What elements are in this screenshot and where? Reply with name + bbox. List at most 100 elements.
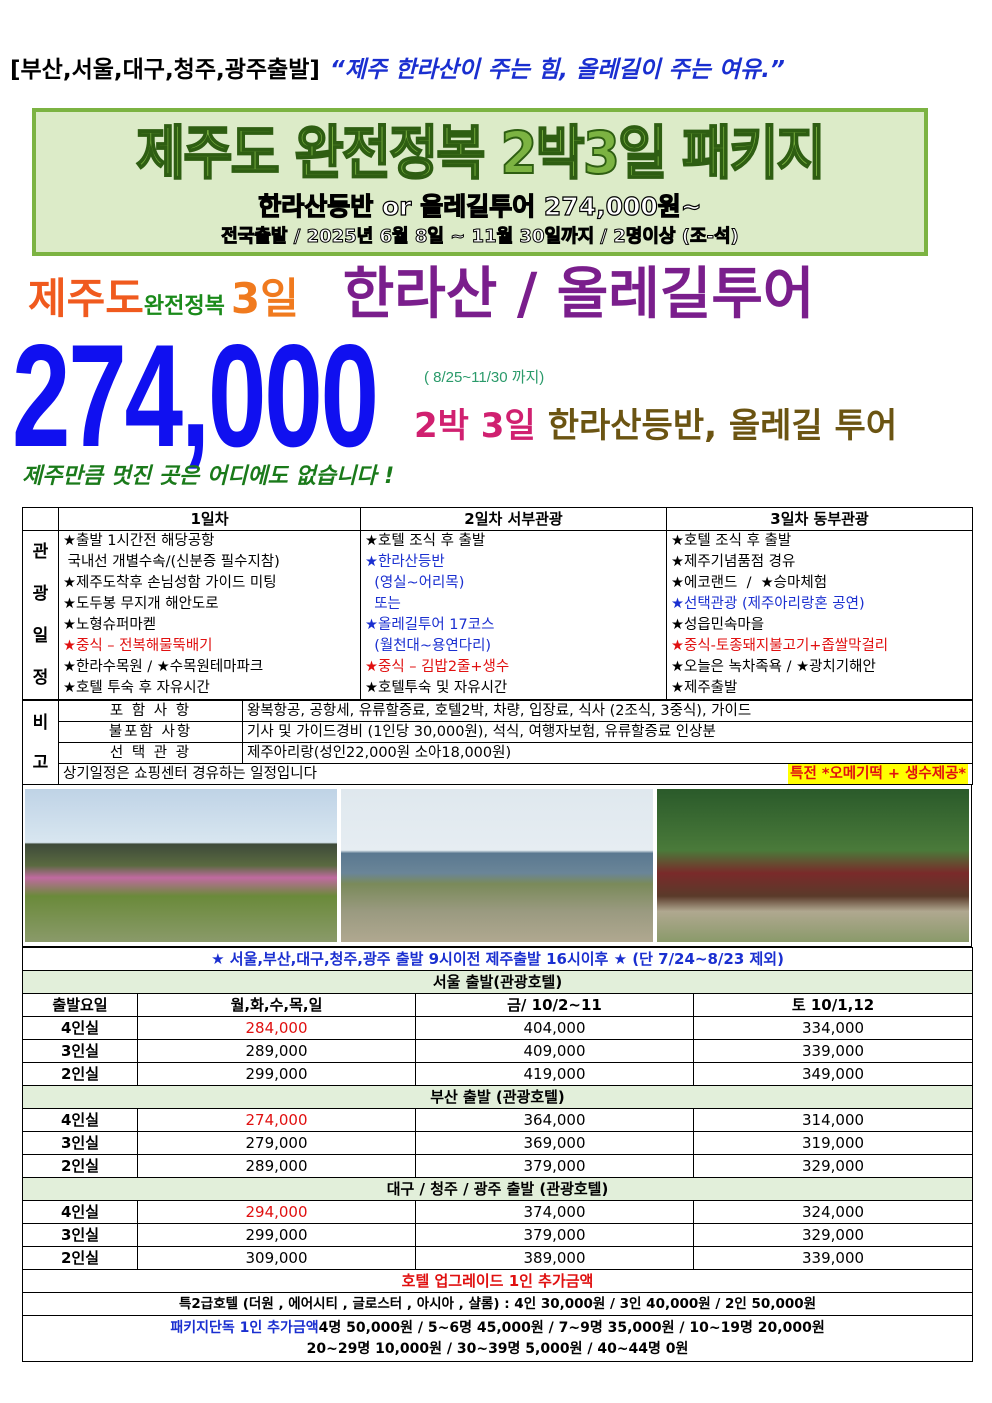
price-cell: 274,000 — [137, 1108, 416, 1132]
price-cell: 299,000 — [137, 1223, 416, 1247]
price-cell: 369,000 — [415, 1131, 694, 1155]
price-cell: 329,000 — [692, 1223, 974, 1247]
slogan: 제주만큼 멋진 곳은 어디에도 없습니다 ! — [22, 464, 395, 489]
price-cell: 339,000 — [692, 1246, 974, 1270]
price-cell: 309,000 — [137, 1246, 416, 1270]
itinerary-item: ★호텔 조식 후 출발 — [365, 533, 486, 549]
price-cell: 374,000 — [415, 1200, 694, 1224]
banner: 제주도 완전정복 2박3일 패키지 한라산등반 or 올레길투어 274,000… — [32, 108, 928, 256]
room-type: 4인실 — [22, 1016, 138, 1040]
itinerary-item: ★호텔 조식 후 출발 — [671, 533, 792, 549]
itinerary-item: ★도두봉 무지개 해안도로 — [63, 596, 219, 612]
price-cell: 349,000 — [692, 1062, 974, 1086]
itinerary-item: ★올레길투어 17코스 — [365, 617, 495, 633]
upgrade-title: 호텔 업그레이드 1인 추가금액 — [21, 1269, 974, 1293]
itinerary-item: ★한라산등반 — [365, 554, 445, 570]
title-conquer: 완전정복 — [143, 294, 225, 319]
day-header: 2일차 서부관광 — [360, 507, 667, 531]
price-cell: 419,000 — [415, 1062, 694, 1086]
header: [부산,서울,대구,청주,광주출발] “제주 한라산이 주는 힘, 올레길이 주는… — [10, 50, 785, 84]
price-cell: 299,000 — [137, 1062, 416, 1086]
itinerary-item: ★오늘은 녹차족욕 / ★광치기해안 — [671, 659, 876, 675]
price-cell: 294,000 — [137, 1200, 416, 1224]
price-cell: 319,000 — [692, 1131, 974, 1155]
column-header: 토 10/1,12 — [692, 993, 974, 1017]
itinerary-item: ★중식 – 김밥2줄+생수 — [365, 659, 510, 675]
shopping-note-row: 상기일정은 쇼핑센터 경유하는 일정입니다 특전 *오메기떡 + 생수제공* — [58, 763, 973, 785]
price-table: ★ 서울,부산,대구,청주,광주 출발 9시이전 제주출발 16시이후 ★ (단… — [21, 947, 974, 1362]
room-type: 3인실 — [22, 1131, 138, 1155]
room-type: 2인실 — [22, 1062, 138, 1086]
remark-value: 제주아리랑(성인22,000원 소아18,000원) — [242, 742, 973, 764]
itinerary-item: ★제주기념품점 경유 — [671, 554, 796, 570]
group-title: 대구 / 청주 / 광주 출발 (관광호텔) — [21, 1177, 974, 1201]
room-type: 2인실 — [22, 1154, 138, 1178]
itinerary-item: 국내선 개별수속/(신분증 필수지참) — [63, 554, 280, 570]
title-tour: 한라산 / 올레길투어 — [342, 262, 815, 327]
price-cell: 389,000 — [415, 1246, 694, 1270]
departure-notice: ★ 서울,부산,대구,청주,광주 출발 9시이전 제주출발 16시이후 ★ (단… — [21, 947, 974, 971]
price-cell: 334,000 — [692, 1016, 974, 1040]
room-type: 4인실 — [22, 1200, 138, 1224]
column-header: 금/ 10/2~11 — [415, 993, 694, 1017]
group-title: 서울 출발(관광호텔) — [21, 970, 974, 994]
room-type: 2인실 — [22, 1246, 138, 1270]
itinerary-item: ★선택관광 (제주아리랑혼 공연) — [671, 596, 865, 612]
day-2: ★호텔 조식 후 출발 ★한라산등반 (영실~어리목) 또는 ★올레길투어 17코스… — [360, 530, 667, 700]
itinerary-item: ★성읍민속마을 — [671, 617, 765, 633]
price-cell: 379,000 — [415, 1154, 694, 1178]
room-type: 3인실 — [22, 1039, 138, 1063]
itinerary-item: ★중식 – 전복해물뚝배기 — [63, 638, 213, 654]
price-subtitle: 2박 3일 한라산등반, 올레길 투어 — [414, 404, 897, 448]
solo-line-2: 20~29명 10,000원 / 30~39명 5,000원 / 40~44명 … — [306, 1340, 689, 1357]
photo-strip — [22, 785, 972, 947]
day-header: 1일차 — [58, 507, 361, 531]
price-cell: 289,000 — [137, 1039, 416, 1063]
banner-subtitle: 한라산등반 or 올레길투어 274,000원~ — [258, 191, 703, 221]
price-cell: 409,000 — [415, 1039, 694, 1063]
column-header: 월,화,수,목,일 — [137, 993, 416, 1017]
quote: “제주 한라산이 주는 힘, 올레길이 주는 여유.” — [329, 57, 785, 83]
price-cell: 329,000 — [692, 1154, 974, 1178]
itinerary-item: ★제주출발 — [671, 680, 738, 696]
price-cell: 364,000 — [415, 1108, 694, 1132]
price-cell: 339,000 — [692, 1039, 974, 1063]
tour-desc: 한라산등반, 올레길 투어 — [547, 406, 898, 446]
itinerary-item: ★호텔 투숙 후 자유시간 — [63, 680, 210, 696]
price-cell: 404,000 — [415, 1016, 694, 1040]
upgrade-info: 특2급호텔 (더원 , 에어시티 , 글로스터 , 아시아 , 샬롬) : 4인… — [21, 1292, 974, 1316]
price-amount: 274,000 — [12, 314, 379, 477]
photo-seongsan — [25, 789, 337, 942]
itinerary-item: ★에코랜드 / ★승마체험 — [671, 575, 828, 591]
room-type: 4인실 — [22, 1108, 138, 1132]
remark-value: 왕복항공, 공항세, 유류할증료, 호텔2박, 차량, 입장료, 식사 (2조식… — [242, 700, 973, 722]
price-cell: 379,000 — [415, 1223, 694, 1247]
group-title: 부산 출발 (관광호텔) — [21, 1085, 974, 1109]
room-type: 3인실 — [22, 1223, 138, 1247]
title-jeju: 제주도 — [28, 274, 144, 323]
day-header: 3일차 동부관광 — [666, 507, 973, 531]
banner-title: 제주도 완전정복 2박3일 패키지 — [135, 118, 826, 188]
day-1: ★출발 1시간전 해당공항 국내선 개별수속/(신분증 필수지참) ★제주도착후 … — [58, 530, 361, 700]
banner-info: 전국출발 / 2025년 6월 8일 ~ 11월 30일까지 / 2명이상 (조… — [221, 226, 740, 248]
itinerary-item: (영실~어리목) — [365, 575, 465, 591]
price-period: ( 8/25~11/30 까지) — [424, 369, 545, 386]
itinerary-item: ★노형슈퍼마켇 — [63, 617, 157, 633]
remark-key: 불포함 사항 — [58, 721, 243, 743]
price-cell: 279,000 — [137, 1131, 416, 1155]
day-3: ★호텔 조식 후 출발 ★제주기념품점 경유 ★에코랜드 / ★승마체험 ★선택관광 … — [666, 530, 973, 700]
photo-ecoland-train — [657, 789, 969, 942]
nights: 2박 3일 — [414, 406, 536, 446]
itinerary-item: ★중식-토종돼지불고기+좁쌀막걸리 — [671, 638, 889, 654]
shopping-note: 상기일정은 쇼핑센터 경유하는 일정입니다 — [63, 766, 317, 782]
price-cell: 289,000 — [137, 1154, 416, 1178]
special-offer: 특전 *오메기떡 + 생수제공* — [788, 764, 968, 784]
itinerary-item: ★호텔투숙 및 자유시간 — [365, 680, 508, 696]
page-title: 제주도완전정복 3일 한라산 / 올레길투어 — [28, 264, 814, 326]
price-cell: 324,000 — [692, 1200, 974, 1224]
remark-key: 선 택 관 광 — [58, 742, 243, 764]
